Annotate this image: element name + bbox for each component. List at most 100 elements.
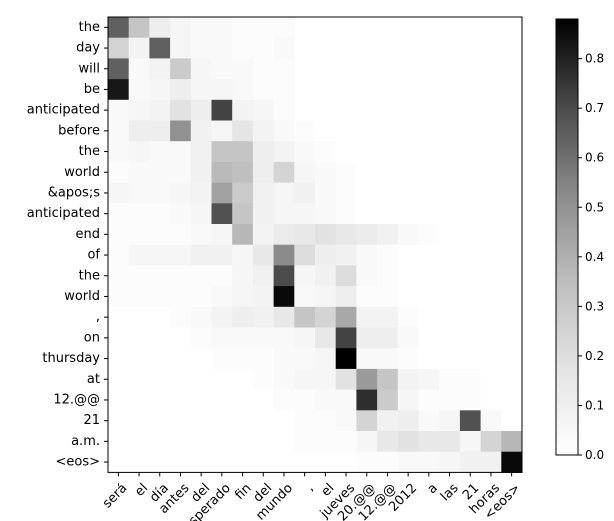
heatmap-cell: [273, 182, 295, 204]
heatmap-cell: [232, 17, 254, 39]
heatmap-cell: [397, 141, 419, 163]
heatmap-cell: [211, 99, 233, 121]
heatmap-cell: [211, 451, 233, 473]
heatmap-cell: [294, 58, 316, 80]
heatmap-cell: [128, 224, 150, 246]
heatmap-cell: [170, 37, 192, 59]
heatmap-cell: [170, 203, 192, 225]
heatmap-cell: [211, 58, 233, 80]
heatmap-cell: [480, 203, 502, 225]
heatmap-cell: [315, 141, 337, 163]
heatmap-cell: [128, 431, 150, 453]
heatmap-cell: [108, 431, 130, 453]
heatmap-cell: [232, 389, 254, 411]
heatmap-cell: [418, 327, 440, 349]
heatmap-cell: [128, 451, 150, 473]
heatmap-frame: [107, 16, 523, 473]
heatmap-cell: [377, 99, 399, 121]
heatmap-cell: [397, 368, 419, 390]
heatmap-cell: [211, 431, 233, 453]
heatmap-cell: [377, 327, 399, 349]
heatmap-cell: [170, 389, 192, 411]
heatmap-cell: [232, 327, 254, 349]
heatmap-cell: [418, 306, 440, 328]
heatmap-cell: [273, 286, 295, 308]
heatmap-cell: [273, 368, 295, 390]
heatmap-cell: [459, 451, 481, 473]
heatmap-cell: [459, 286, 481, 308]
heatmap-cell: [315, 161, 337, 183]
heatmap-cell: [128, 265, 150, 287]
heatmap-cell: [315, 348, 337, 370]
heatmap-cell: [190, 348, 212, 370]
y-tick-label: of: [87, 248, 100, 263]
heatmap-cell: [128, 410, 150, 432]
heatmap-cell: [459, 224, 481, 246]
heatmap-cell: [356, 410, 378, 432]
heatmap-cell: [418, 286, 440, 308]
heatmap-cell: [356, 431, 378, 453]
heatmap-cell: [356, 99, 378, 121]
heatmap-cell: [501, 348, 523, 370]
heatmap-cell: [459, 348, 481, 370]
heatmap-cell: [397, 203, 419, 225]
heatmap-cell: [480, 17, 502, 39]
heatmap-cell: [128, 120, 150, 142]
heatmap-cell: [128, 348, 150, 370]
heatmap-cell: [294, 79, 316, 101]
heatmap-cell: [190, 410, 212, 432]
heatmap-cell: [501, 182, 523, 204]
heatmap-cell: [459, 79, 481, 101]
colorbar-gradient: [556, 19, 578, 455]
heatmap-cell: [128, 203, 150, 225]
heatmap-cell: [315, 244, 337, 266]
heatmap-cell: [335, 451, 357, 473]
heatmap-cell: [294, 306, 316, 328]
heatmap-cell: [190, 141, 212, 163]
y-tick-label: at: [87, 372, 100, 387]
y-tick-label: thursday: [42, 351, 100, 366]
heatmap-cell: [294, 410, 316, 432]
heatmap-cell: [128, 182, 150, 204]
y-tick-label: world: [64, 165, 100, 180]
heatmap-cell: [439, 224, 461, 246]
heatmap-cell: [170, 120, 192, 142]
heatmap-cell: [356, 224, 378, 246]
heatmap-cell: [149, 182, 171, 204]
heatmap-cell: [232, 161, 254, 183]
heatmap-cell: [108, 161, 130, 183]
heatmap-cell: [108, 141, 130, 163]
heatmap-cell: [356, 348, 378, 370]
heatmap-cell: [108, 120, 130, 142]
heatmap-cell: [232, 306, 254, 328]
heatmap-cell: [108, 58, 130, 80]
heatmap-cell: [149, 58, 171, 80]
heatmap-cell: [128, 286, 150, 308]
heatmap-cell: [335, 368, 357, 390]
heatmap-cell: [149, 431, 171, 453]
heatmap-cell: [335, 161, 357, 183]
heatmap-cell: [170, 286, 192, 308]
heatmap-cell: [252, 431, 274, 453]
heatmap-cell: [501, 161, 523, 183]
heatmap-cell: [252, 451, 274, 473]
heatmap-cell: [170, 17, 192, 39]
heatmap-cell: [397, 348, 419, 370]
heatmap-cell: [108, 203, 130, 225]
heatmap-cell: [190, 389, 212, 411]
heatmap-cell: [418, 348, 440, 370]
heatmap-cell: [252, 327, 274, 349]
heatmap-cell: [356, 141, 378, 163]
y-tick-label: anticipated: [27, 103, 100, 118]
heatmap-cell: [377, 37, 399, 59]
heatmap-cell: [232, 431, 254, 453]
heatmap-cell: [356, 203, 378, 225]
heatmap-cell: [211, 244, 233, 266]
heatmap-cell: [397, 327, 419, 349]
heatmap-cell: [252, 203, 274, 225]
heatmap-cell: [252, 141, 274, 163]
heatmap-cell: [170, 141, 192, 163]
heatmap-cell: [377, 244, 399, 266]
heatmap-cell: [459, 327, 481, 349]
heatmap-cell: [459, 58, 481, 80]
